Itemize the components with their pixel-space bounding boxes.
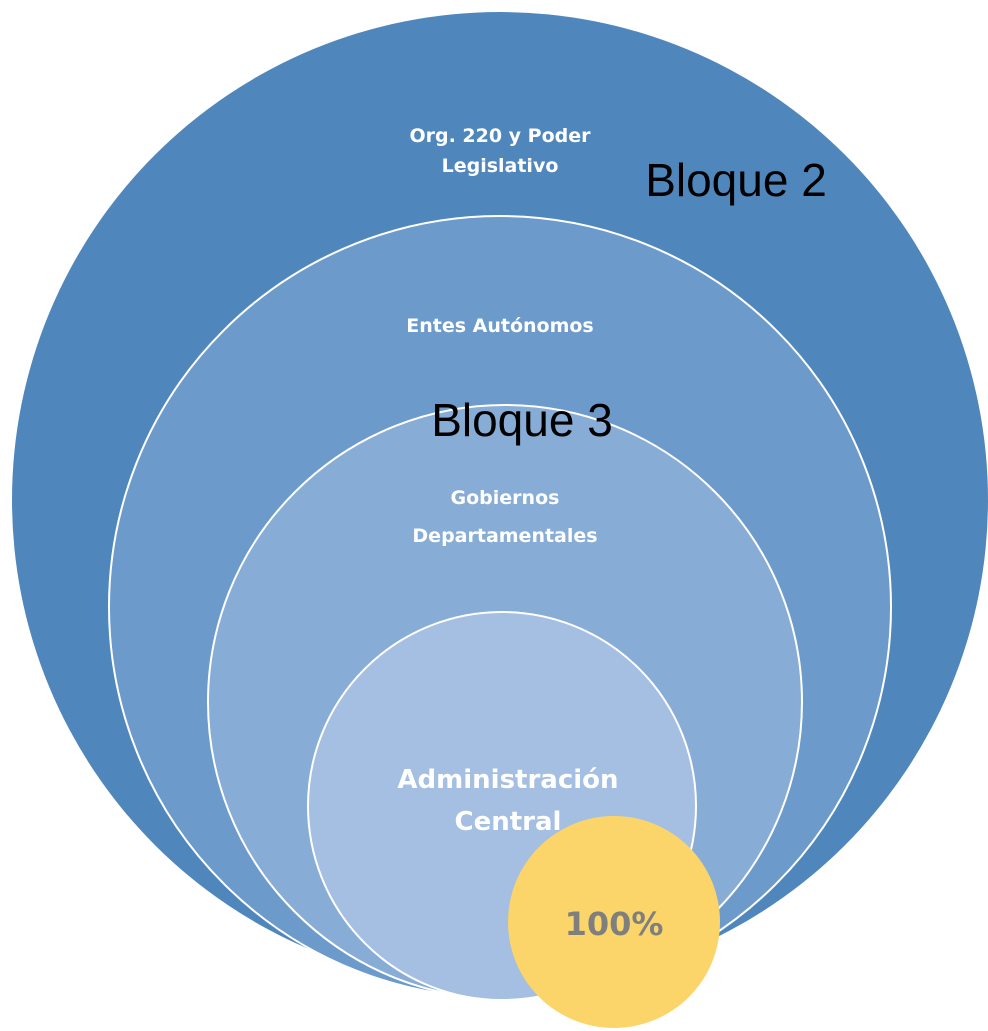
highlight-circle (508, 816, 720, 1028)
annotation: Bloque 2 (645, 154, 827, 206)
node-label: Gobiernos Departamentales (412, 487, 597, 547)
node-label: Org. 220 y Poder Legislativo (409, 125, 591, 177)
node-label: Administración Central (397, 765, 618, 837)
node-label: 100% (565, 905, 664, 943)
node-label: Entes Autónomos (406, 315, 594, 337)
annotation: Bloque 3 (431, 394, 613, 446)
